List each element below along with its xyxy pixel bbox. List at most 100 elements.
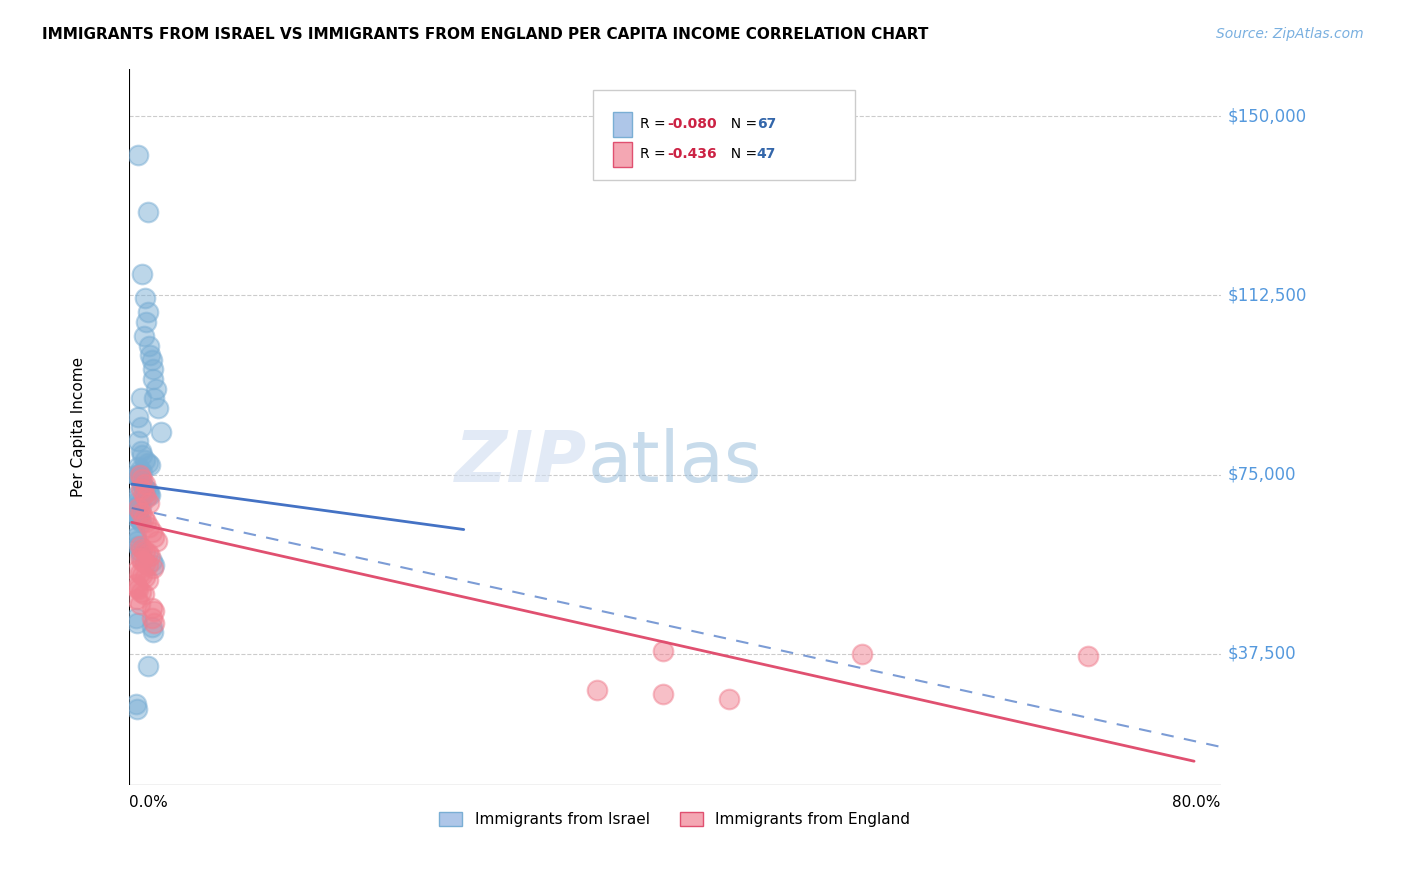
Point xyxy=(134,482,156,496)
Text: IMMIGRANTS FROM ISRAEL VS IMMIGRANTS FROM ENGLAND PER CAPITA INCOME CORRELATION : IMMIGRANTS FROM ISRAEL VS IMMIGRANTS FRO… xyxy=(42,27,928,42)
Point xyxy=(718,692,741,706)
Point xyxy=(125,591,148,606)
Point xyxy=(125,697,148,711)
Point xyxy=(138,520,160,534)
Point xyxy=(131,568,153,582)
Text: -0.436: -0.436 xyxy=(668,147,717,161)
Point xyxy=(139,458,162,472)
Point xyxy=(129,549,152,563)
Point xyxy=(148,401,170,415)
Text: R =: R = xyxy=(640,147,669,161)
Point xyxy=(125,611,148,625)
Point xyxy=(141,611,163,625)
Point xyxy=(131,477,153,491)
Point xyxy=(125,468,148,483)
Point xyxy=(141,601,163,615)
Point xyxy=(138,338,160,352)
Point xyxy=(134,544,156,558)
Legend: Immigrants from Israel, Immigrants from England: Immigrants from Israel, Immigrants from … xyxy=(432,805,918,835)
Point xyxy=(127,147,149,161)
Text: $75,000: $75,000 xyxy=(1227,466,1296,483)
Point xyxy=(125,534,148,549)
Point xyxy=(146,534,169,549)
Point xyxy=(125,701,148,715)
Point xyxy=(125,491,148,506)
Point xyxy=(128,472,150,486)
Point xyxy=(125,577,148,591)
Text: -0.080: -0.080 xyxy=(668,117,717,131)
Point xyxy=(851,647,873,661)
Point xyxy=(125,467,148,482)
Point xyxy=(128,551,150,566)
Point xyxy=(125,580,148,594)
Point xyxy=(134,453,156,467)
Point xyxy=(132,329,155,343)
Point xyxy=(143,604,166,618)
Point xyxy=(141,353,163,368)
Point xyxy=(134,556,156,570)
Point xyxy=(135,491,157,506)
Point xyxy=(132,510,155,524)
Point xyxy=(127,410,149,425)
Point xyxy=(1077,649,1099,664)
Point xyxy=(127,582,149,597)
Text: N =: N = xyxy=(721,117,761,131)
Point xyxy=(136,305,159,319)
Point xyxy=(142,625,165,640)
Point xyxy=(131,541,153,556)
Text: Per Capita Income: Per Capita Income xyxy=(72,357,86,497)
Point xyxy=(124,524,146,539)
Point xyxy=(142,372,165,386)
Point xyxy=(128,544,150,558)
Point xyxy=(129,506,152,520)
Point xyxy=(136,658,159,673)
FancyBboxPatch shape xyxy=(613,112,633,136)
Point xyxy=(141,620,163,634)
Point xyxy=(127,493,149,508)
Point xyxy=(141,524,163,539)
Point xyxy=(135,516,157,530)
Point xyxy=(125,563,148,577)
FancyBboxPatch shape xyxy=(613,142,633,167)
Point xyxy=(131,472,153,486)
Text: $150,000: $150,000 xyxy=(1227,107,1306,125)
Point xyxy=(145,382,167,396)
Point xyxy=(134,570,156,584)
Point xyxy=(136,456,159,470)
Point xyxy=(131,553,153,567)
Point xyxy=(125,506,148,520)
Point xyxy=(131,449,153,463)
Point xyxy=(134,477,156,491)
Point xyxy=(127,510,149,524)
Point xyxy=(142,362,165,376)
Point xyxy=(127,501,149,516)
Text: 67: 67 xyxy=(756,117,776,131)
Point xyxy=(129,475,152,489)
Point xyxy=(143,530,166,544)
Point xyxy=(129,516,152,530)
Point xyxy=(136,204,159,219)
Text: R =: R = xyxy=(640,117,669,131)
Point xyxy=(136,546,159,560)
Point xyxy=(127,539,149,553)
FancyBboxPatch shape xyxy=(593,90,855,179)
Point xyxy=(129,419,152,434)
Point xyxy=(139,549,162,563)
Text: 80.0%: 80.0% xyxy=(1173,795,1220,810)
Point xyxy=(129,391,152,405)
Point xyxy=(125,508,148,523)
Point xyxy=(125,530,148,544)
Point xyxy=(139,488,162,502)
Point xyxy=(124,503,146,517)
Point xyxy=(142,560,165,574)
Point xyxy=(136,558,159,573)
Text: atlas: atlas xyxy=(588,428,762,497)
Point xyxy=(138,496,160,510)
Point xyxy=(651,644,673,658)
Point xyxy=(131,465,153,479)
Text: $37,500: $37,500 xyxy=(1227,645,1296,663)
Point xyxy=(141,553,163,567)
Point xyxy=(128,566,150,580)
Point xyxy=(129,584,152,599)
Point xyxy=(149,425,172,439)
